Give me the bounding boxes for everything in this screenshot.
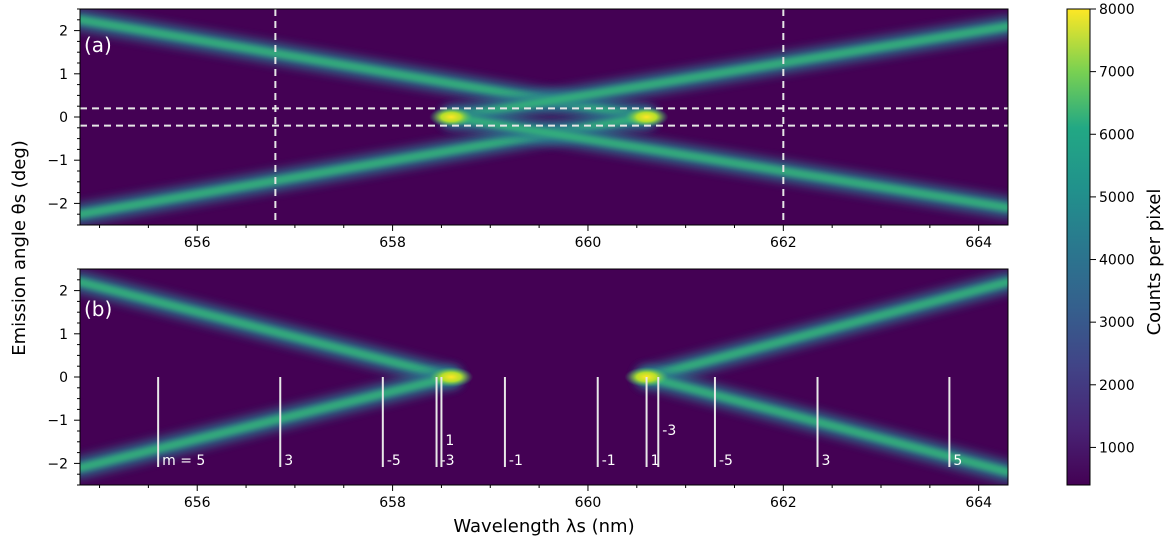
y-tick-label-a-1: −1 [47,153,68,169]
x-tick-label-a-2: 660 [575,235,602,251]
y-tick-label-a-4: 2 [59,24,68,40]
y-tick-label-b-1: −1 [47,413,68,429]
band-core-a-2 [447,22,1008,121]
band-core-b-2 [642,277,1008,381]
colorbar-label: Counts per pixel [1144,189,1165,336]
y-tick-label-b-3: 1 [59,327,68,343]
hotspot-b-0 [429,367,474,387]
heatmap-background-b [80,269,1008,485]
colorbar: 1000 2000 3000 4000 5000 6000 7000 8000 Counts … [1066,2,1165,486]
band-core-b-1 [80,373,456,472]
x-tick-label-b-1: 658 [379,495,406,511]
mode-marker-label-4: 1 [445,433,454,449]
colorbar-tick-label-6: 7000 [1099,65,1135,81]
colorbar-tick-label-4: 5000 [1099,190,1135,206]
colorbar-ticks: 1000 2000 3000 4000 5000 6000 7000 8000 [1090,2,1135,456]
x-axis-label: Wavelength λs (nm) [453,516,634,537]
x-tick-label-a-0: 656 [184,235,211,251]
panel-b-label: (b) [84,297,112,321]
hotspot-a-1 [624,107,669,127]
x-tick-label-b-4: 664 [965,495,992,511]
x-tick-label-a-4: 664 [965,235,992,251]
y-axis-label: Emission angle θs (deg) [9,140,30,356]
mode-marker-label-7: 1 [651,453,660,469]
x-tick-label-a-1: 658 [379,235,406,251]
hotspot-a-0 [429,107,474,127]
band-core-b-0 [80,277,456,381]
mode-marker-label-6: -1 [602,453,616,469]
colorbar-tick-label-3: 4000 [1099,253,1135,269]
mode-marker-label-10: 3 [822,453,831,469]
y-tick-label-b-0: −2 [47,456,68,472]
mode-marker-label-2: -5 [387,453,401,469]
colorbar-gradient [1066,8,1091,486]
mode-marker-label-1: 3 [284,453,293,469]
x-tick-label-b-2: 660 [575,495,602,511]
colorbar-tick-label-5: 6000 [1099,127,1135,143]
mode-marker-label-9: -5 [719,453,733,469]
mode-marker-label-8: -3 [662,423,676,439]
colorbar-tick-label-0: 1000 [1099,440,1135,456]
y-tick-label-a-2: 0 [59,110,68,126]
y-tick-label-b-2: 0 [59,370,68,386]
heatmap-plot-b: m = 5 3 -5 -31-1 -1 1-3-5 3 5 [80,271,1008,483]
panel-a-label: (a) [84,33,112,57]
colorbar-tick-label-1: 2000 [1099,378,1135,394]
y-tick-label-b-4: 2 [59,284,68,300]
mode-marker-label-11: 5 [953,453,962,469]
band-core-a-3 [447,113,1008,212]
heatmap-plot-a [80,9,1008,225]
band-core-b-3 [642,373,1008,477]
y-tick-label-a-3: 1 [59,67,68,83]
x-tick-label-b-0: 656 [184,495,211,511]
x-tick-label-b-3: 662 [770,495,797,511]
x-tick-label-a-3: 662 [770,235,797,251]
y-tick-label-a-0: −2 [47,196,68,212]
colorbar-tick-label-7: 8000 [1099,2,1135,18]
panel-a: 656 658 660 662 664 −2 −1 0 1 2 [47,8,1009,251]
mode-marker-label-3: -3 [441,453,455,469]
mode-marker-label-5: -1 [509,453,523,469]
mode-marker-label-0: m = 5 [162,453,205,469]
colorbar-tick-label-2: 3000 [1099,315,1135,331]
